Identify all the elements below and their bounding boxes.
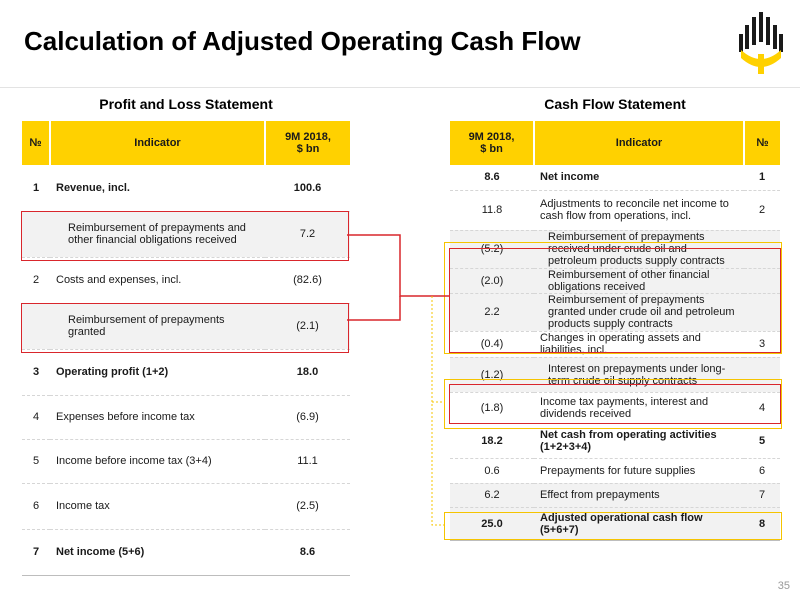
pl-row-value: (2.5) [265, 483, 350, 530]
cf-highlight-box-red-2 [449, 384, 781, 424]
pl-header-indicator: Indicator [50, 121, 266, 165]
cf-row-indicator: Effect from prepayments [534, 483, 744, 508]
pl-header-no: № [22, 121, 51, 165]
pl-row-no [22, 211, 50, 258]
cf-row-no [744, 293, 780, 332]
cf-row-indicator: Reimbursement of prepayments received un… [534, 230, 744, 269]
cf-row: (2.0) Reimbursement of other financial ob… [450, 268, 780, 294]
cf-section-title: Cash Flow Statement [544, 96, 686, 112]
cf-highlight-box-yellow-2 [444, 379, 782, 429]
cf-row-no [744, 268, 780, 294]
pl-row: Reimbursement of prepayments granted (2.1… [22, 303, 350, 350]
pl-header-value: 9M 2018, $ bn [265, 121, 350, 165]
cf-row-no: 7 [744, 483, 780, 508]
pl-row-indicator: Revenue, incl. [50, 165, 265, 212]
pl-header-row: № Indicator 9M 2018, $ bn [22, 121, 350, 165]
cf-highlight-box-yellow-3 [444, 512, 782, 540]
pl-row-indicator: Reimbursement of prepayments and other f… [50, 211, 265, 258]
pl-row-indicator: Income before income tax (3+4) [50, 439, 265, 484]
cf-row-no [744, 230, 780, 269]
pl-row-indicator: Operating profit (1+2) [50, 349, 265, 396]
pl-row-value: 100.6 [265, 165, 350, 212]
cf-row-value: (1.2) [450, 357, 534, 393]
cf-row-no: 1 [744, 165, 780, 191]
pl-row-no: 3 [22, 349, 50, 396]
cf-row-value: (5.2) [450, 230, 534, 269]
pl-row: Reimbursement of prepayments and other f… [22, 211, 350, 258]
pl-row-value: (82.6) [265, 257, 350, 304]
cf-header-value: 9M 2018, $ bn [450, 121, 535, 165]
cf-header-indicator: Indicator [534, 121, 745, 165]
cf-highlight-box-red-1 [449, 248, 781, 353]
cf-row-value: 11.8 [450, 190, 534, 231]
pl-row-indicator: Expenses before income tax [50, 395, 265, 440]
connector-dotted-vertical [431, 296, 444, 526]
cf-row-indicator: Interest on prepayments under long-term … [534, 357, 744, 393]
cf-header-row: 9M 2018, $ bn Indicator № [450, 121, 780, 165]
pl-highlight-box-2 [21, 303, 349, 353]
cf-row-value: 0.6 [450, 458, 534, 484]
pl-row-no: 5 [22, 439, 50, 484]
pl-row-no: 1 [22, 165, 50, 212]
pl-section-title: Profit and Loss Statement [99, 96, 273, 112]
cf-row-indicator: Net income [534, 165, 744, 191]
pl-row-indicator: Reimbursement of prepayments granted [50, 303, 265, 350]
pl-row-value: 8.6 [265, 529, 350, 576]
pl-row: 7 Net income (5+6) 8.6 [22, 529, 350, 576]
cf-row-no: 2 [744, 190, 780, 231]
title-divider [0, 87, 800, 88]
cf-row-indicator: Income tax payments, interest and divide… [534, 392, 744, 424]
company-sun-logo-icon [739, 12, 783, 74]
slide-title: Calculation of Adjusted Operating Cash F… [24, 26, 581, 56]
pl-row: 4 Expenses before income tax (6.9) [22, 395, 350, 440]
pl-row-indicator: Income tax [50, 483, 265, 530]
pl-row-value: 7.2 [265, 211, 350, 258]
pl-row-value: 18.0 [265, 349, 350, 396]
pl-row-no: 6 [22, 483, 50, 530]
cf-highlight-box-yellow-1 [444, 242, 782, 354]
pl-table: № Indicator 9M 2018, $ bn 1 Revenue, incl… [22, 121, 350, 576]
cf-row-value: 8.6 [450, 165, 534, 191]
cf-row-value: (2.0) [450, 268, 534, 294]
cf-row: 8.6 Net income 1 [450, 165, 780, 191]
cf-row-value: 2.2 [450, 293, 534, 332]
pl-row-indicator: Net income (5+6) [50, 529, 265, 576]
pl-row-no: 4 [22, 395, 50, 440]
cf-row-value: (1.8) [450, 392, 534, 424]
cf-row: (1.8) Income tax payments, interest and d… [450, 392, 780, 424]
cf-row-indicator: Reimbursement of other financial obligat… [534, 268, 744, 294]
cf-row-indicator: Prepayments for future supplies [534, 458, 744, 484]
pl-row: 1 Revenue, incl. 100.6 [22, 165, 350, 212]
connector-line-2 [347, 296, 401, 321]
cf-row-value: 6.2 [450, 483, 534, 508]
cf-row: (1.2) Interest on prepayments under long-… [450, 357, 780, 393]
cf-row: (5.2) Reimbursement of prepayments receiv… [450, 230, 780, 269]
pl-row: 2 Costs and expenses, incl. (82.6) [22, 257, 350, 304]
cf-row-no: 4 [744, 392, 780, 424]
pl-highlight-box-1 [21, 211, 349, 261]
cf-row-no: 6 [744, 458, 780, 484]
pl-row: 3 Operating profit (1+2) 18.0 [22, 349, 350, 396]
connector-line-1 [347, 234, 449, 297]
page-number: 35 [777, 580, 790, 592]
pl-row: 6 Income tax (2.5) [22, 483, 350, 530]
cf-row: 6.2 Effect from prepayments 7 [450, 483, 780, 508]
pl-row-indicator: Costs and expenses, incl. [50, 257, 265, 304]
cf-row-no [744, 357, 780, 393]
cf-row: 2.2 Reimbursement of prepayments granted … [450, 293, 780, 332]
cf-row-indicator: Adjustments to reconcile net income to c… [534, 190, 744, 231]
pl-row-value: (6.9) [265, 395, 350, 440]
pl-row: 5 Income before income tax (3+4) 11.1 [22, 439, 350, 484]
pl-row-no [22, 303, 50, 350]
pl-row-no: 7 [22, 529, 50, 576]
cf-row-indicator: Reimbursement of prepayments granted und… [534, 293, 744, 332]
pl-row-value: (2.1) [265, 303, 350, 350]
cf-row: 11.8 Adjustments to reconcile net income … [450, 190, 780, 231]
pl-row-value: 11.1 [265, 439, 350, 484]
pl-row-no: 2 [22, 257, 50, 304]
cf-header-no: № [744, 121, 780, 165]
cf-row: 0.6 Prepayments for future supplies 6 [450, 458, 780, 484]
